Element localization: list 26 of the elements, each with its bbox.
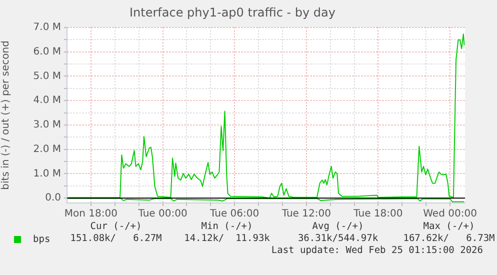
x-tick-label: Tue 12:00 — [280, 208, 331, 220]
x-tick-label: Tue 06:00 — [209, 208, 260, 220]
x-tick-label: Wed 00:00 — [423, 208, 477, 220]
y-tick-label: 0.0 — [45, 192, 61, 204]
y-tick-label: 6.0 M — [33, 46, 61, 58]
x-tick-label: Tue 00:00 — [137, 208, 188, 220]
y-tick-label: 5.0 M — [33, 70, 61, 82]
text: 151.08k/ 6.27M — [70, 233, 162, 244]
y-tick-label: 7.0 M — [33, 22, 61, 33]
text: Cur (-/+) — [90, 221, 142, 232]
text: Min (-/+) — [201, 221, 253, 232]
legend-label: bps — [33, 234, 50, 245]
y-tick-label: 3.0 M — [33, 120, 61, 131]
text: Max (-/+) — [423, 221, 475, 232]
y-axis-title: bits in (-) / out (+) per second — [0, 40, 12, 190]
y-tick-label: 4.0 M — [33, 95, 61, 106]
x-tick-label: Mon 18:00 — [64, 208, 118, 220]
text: 36.31k/544.97k — [298, 233, 378, 244]
text: Last update: Wed Feb 25 01:15:00 2026 — [271, 245, 483, 256]
y-tick-label: 2.0 M — [33, 144, 61, 155]
chart-title: Interface phy1-ap0 traffic - by day — [129, 5, 336, 20]
text: Avg (-/+) — [312, 221, 364, 232]
text: 14.12k/ 11.93k — [184, 233, 270, 244]
x-tick-label: Tue 18:00 — [352, 208, 403, 220]
text: 167.62k/ 6.73M — [403, 233, 495, 244]
y-tick-label: 1.0 M — [33, 168, 61, 180]
